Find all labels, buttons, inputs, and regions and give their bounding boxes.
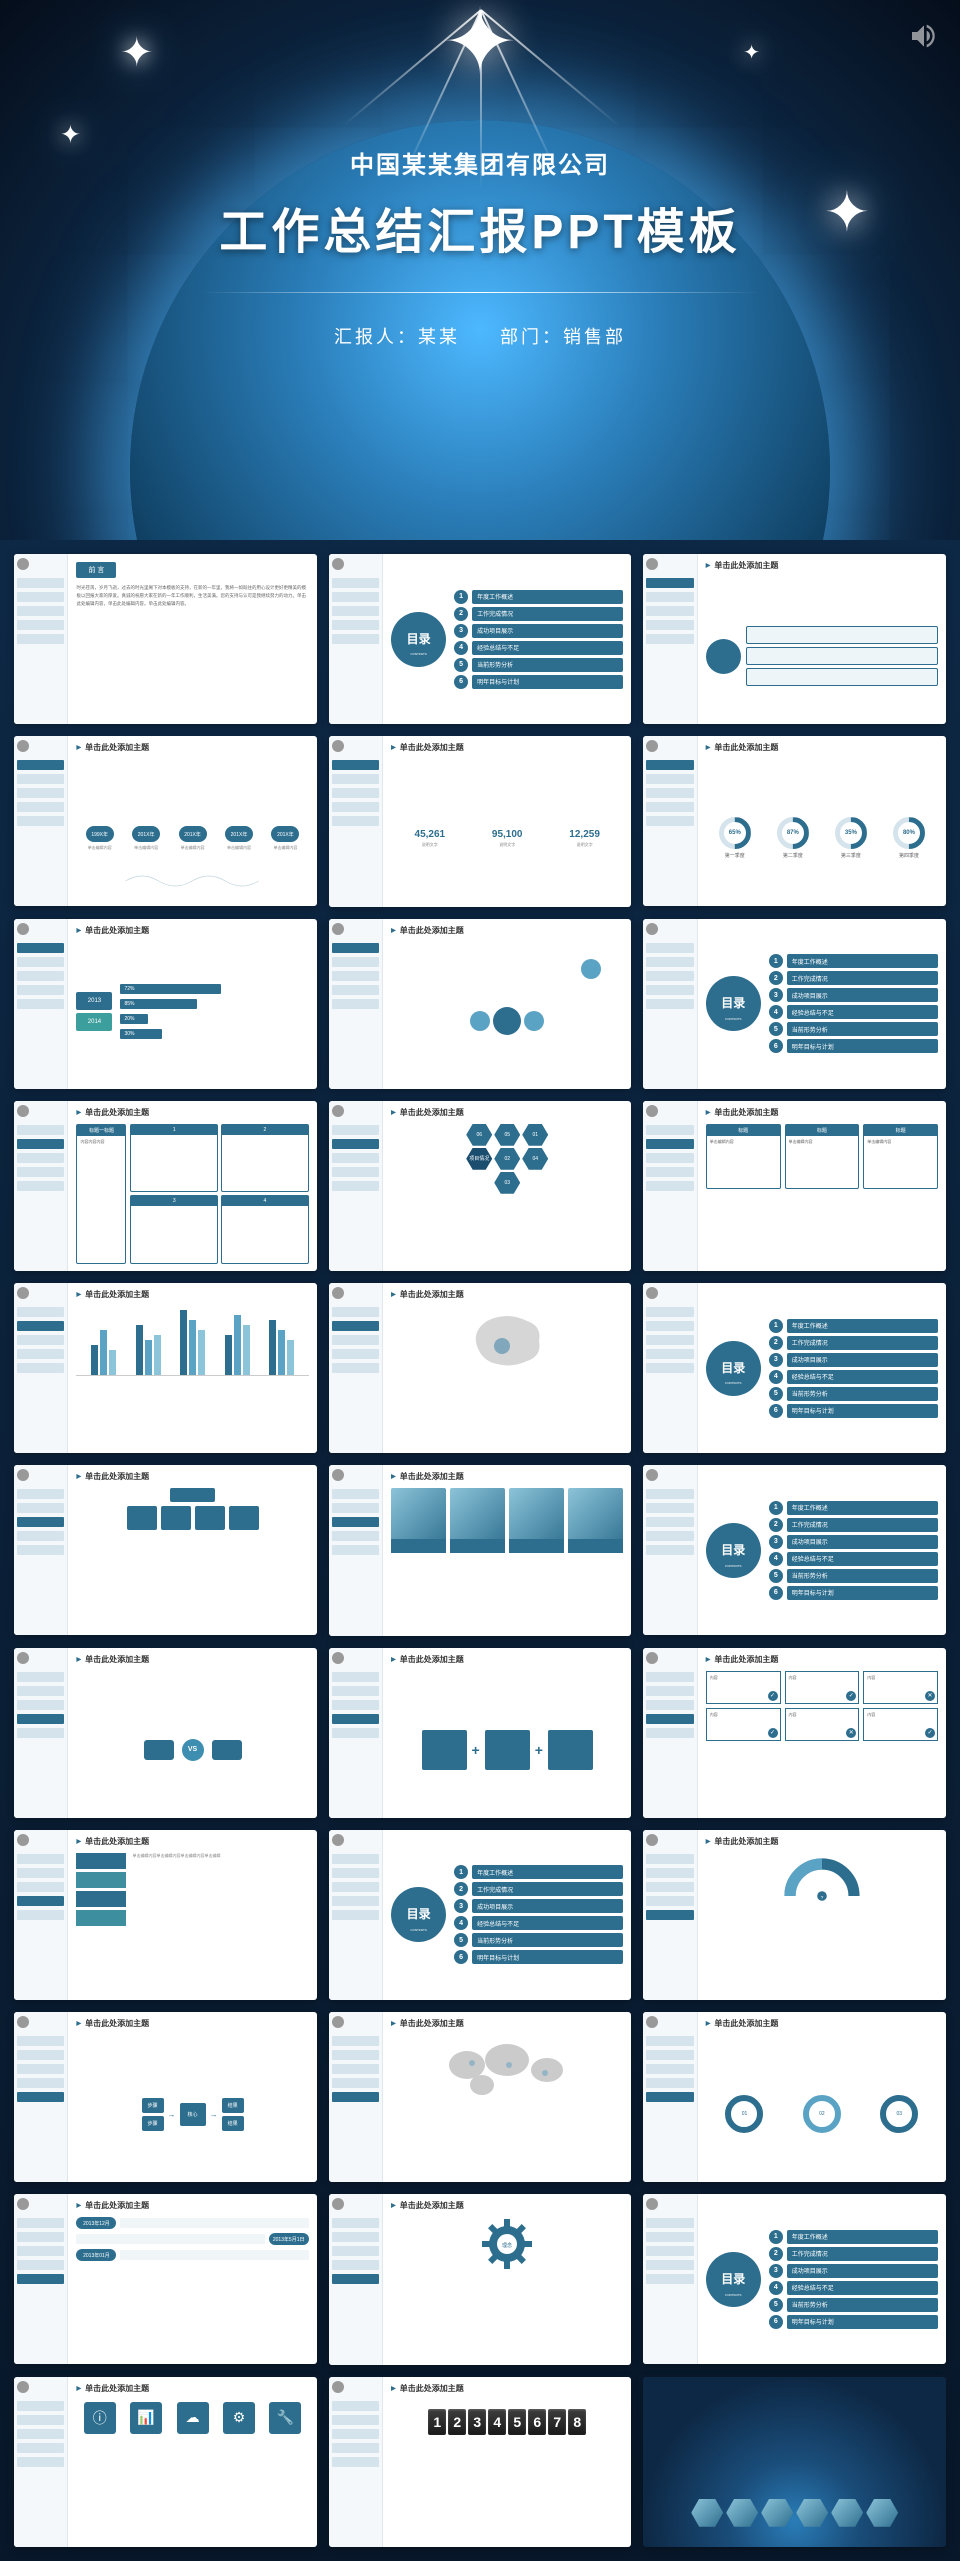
slide-heading: 单击此处添加主题 xyxy=(391,2383,623,2394)
slide-arc[interactable]: 单击此处添加主题 ? xyxy=(643,1830,946,2000)
slide-china-map[interactable]: 单击此处添加主题 xyxy=(329,1283,632,1453)
progress-bars: 72%85%20%30% xyxy=(120,984,259,1039)
flow-circle xyxy=(706,639,741,674)
hexagon-grid: 060501项目情况020403 xyxy=(462,1124,552,1194)
slide-heading: 单击此处添加主题 xyxy=(706,2018,938,2029)
slide-3boxes[interactable]: 单击此处添加主题 标题单击编辑内容 标题单击编辑内容 标题单击编辑内容 xyxy=(643,1101,946,1271)
slide-hexagon[interactable]: 单击此处添加主题 060501项目情况020403 xyxy=(329,1101,632,1271)
info-icon: ⓘ xyxy=(84,2402,116,2434)
toc-list: 1年度工作概述2工作完成情况3成功项目展示4经验总结与不足5当前形势分析6明年目… xyxy=(454,590,623,689)
slide-heading: 单击此处添加主题 xyxy=(706,1836,938,1847)
star-decoration xyxy=(743,40,760,65)
slide-donuts[interactable]: 单击此处添加主题 65%第一季度87%第二季度35%第三季度80%第四季度 xyxy=(643,736,946,906)
slide-flowchart[interactable]: 单击此处添加主题 步骤步骤 → 核心 → 结果结果 xyxy=(14,2012,317,2182)
slide-numbers[interactable]: 单击此处添加主题 45,261说明文字 95,100说明文字 12,259说明文… xyxy=(329,736,632,906)
divider xyxy=(200,292,760,293)
star-decoration xyxy=(120,30,154,76)
slide-steps[interactable]: 单击此处添加主题 单击编辑内容单击编辑内容单击编辑内容单击编辑 xyxy=(14,1830,317,2000)
page-root: 中国某某集团有限公司 工作总结汇报PPT模板 汇报人：某某 部门：销售部 前 言… xyxy=(0,0,960,2561)
meta-info: 汇报人：某某 部门：销售部 xyxy=(0,323,960,349)
slide-heading: 单击此处添加主题 xyxy=(391,1289,623,1300)
slide-toc-6[interactable]: 目录1年度工作概述2工作完成情况3成功项目展示4经验总结与不足5当前形势分析6明… xyxy=(643,2194,946,2364)
world-map xyxy=(437,2035,577,2105)
arc-chart: ? xyxy=(782,1855,862,1905)
tool-icon: 🔧 xyxy=(269,2402,301,2434)
speaker-icon xyxy=(908,20,940,52)
slide-heading: 单击此处添加主题 xyxy=(76,2018,308,2029)
slide-heading: 单击此处添加主题 xyxy=(76,2200,308,2211)
preface-label: 前 言 xyxy=(76,562,116,578)
slide-heading: 单击此处添加主题 xyxy=(76,742,308,753)
slide-heading: 单击此处添加主题 xyxy=(706,560,938,571)
slide-heading: 单击此处添加主题 xyxy=(706,1107,938,1118)
icon-row: ⓘ 📊 ☁ ⚙ 🔧 xyxy=(76,2402,308,2434)
slide-toc-3[interactable]: 目录1年度工作概述2工作完成情况3成功项目展示4经验总结与不足5当前形势分析6明… xyxy=(643,1283,946,1453)
slide-boxes[interactable]: 单击此处添加主题 标题一标题内容内容内容 12 34 xyxy=(14,1101,317,1271)
slide-heading: 单击此处添加主题 xyxy=(706,1654,938,1665)
slide-heading: 单击此处添加主题 xyxy=(76,1836,308,1847)
slide-icons[interactable]: 单击此处添加主题 ⓘ 📊 ☁ ⚙ 🔧 xyxy=(14,2377,317,2547)
slide-progress[interactable]: 单击此处添加主题 2013 2014 72%85%20%30% xyxy=(14,919,317,1089)
slide-preface[interactable]: 前 言 时光荏苒，岁月飞逝，过去的时光里阁下对本模板的支持，在新的一年里，我将一… xyxy=(14,554,317,724)
slide-heading: 单击此处添加主题 xyxy=(391,1654,623,1665)
slide-flow[interactable]: 单击此处添加主题 xyxy=(643,554,946,724)
slide-heading: 单击此处添加主题 xyxy=(391,2018,623,2029)
slide-heading: 单击此处添加主题 xyxy=(76,1654,308,1665)
slide-counter[interactable]: 单击此处添加主题 12345678 xyxy=(329,2377,632,2547)
svg-text:理念: 理念 xyxy=(502,2242,512,2249)
slide-cluster[interactable]: 单击此处添加主题 xyxy=(329,919,632,1089)
slide-timeline2[interactable]: 单击此处添加主题 2013年12月 2013年5月1日 2013年01月 xyxy=(14,2194,317,2364)
slide-plus[interactable]: 单击此处添加主题 ++ xyxy=(329,1648,632,1818)
slide-heading: 单击此处添加主题 xyxy=(391,2200,623,2211)
slide-world-map[interactable]: 单击此处添加主题 xyxy=(329,2012,632,2182)
slides-grid: 前 言 时光荏苒，岁月飞逝，过去的时光里阁下对本模板的支持，在新的一年里，我将一… xyxy=(0,540,960,2561)
bar-chart xyxy=(76,1306,308,1376)
gear-icon: 理念 xyxy=(482,2219,532,2269)
slide-heading: 单击此处添加主题 xyxy=(76,1471,308,1482)
slide-heading: 单击此处添加主题 xyxy=(391,742,623,753)
company-name: 中国某某集团有限公司 xyxy=(0,145,960,180)
toc-circle: 目录 xyxy=(391,612,446,667)
gear-icon: ⚙ xyxy=(223,2402,255,2434)
slide-photos[interactable]: 单击此处添加主题 xyxy=(329,1465,632,1635)
slide-vs[interactable]: 单击此处添加主题 VS xyxy=(14,1648,317,1818)
slide-toc-5[interactable]: 目录1年度工作概述2工作完成情况3成功项目展示4经验总结与不足5当前形势分析6明… xyxy=(329,1830,632,2000)
slide-gear[interactable]: 单击此处添加主题 理念 xyxy=(329,2194,632,2364)
chart-icon: 📊 xyxy=(130,2402,162,2434)
slide-toc-2[interactable]: 目录1年度工作概述2工作完成情况3成功项目展示4经验总结与不足5当前形势分析6明… xyxy=(643,919,946,1089)
preface-text: 时光荏苒，岁月飞逝，过去的时光里阁下对本模板的支持，在新的一年里，我将一如既往的… xyxy=(76,584,308,608)
china-map xyxy=(457,1306,557,1376)
slide-heading: 单击此处添加主题 xyxy=(391,1107,623,1118)
counter-display: 12345678 xyxy=(391,2409,623,2435)
donut-charts: 65%第一季度87%第二季度35%第三季度80%第四季度 xyxy=(706,759,938,906)
slide-grid6[interactable]: 单击此处添加主题 内容✓内容✓内容✕ 内容✓内容✕内容✓ xyxy=(643,1648,946,1818)
slide-heading: 单击此处添加主题 xyxy=(76,2383,308,2394)
slide-end[interactable] xyxy=(643,2377,946,2547)
slide-heading: 单击此处添加主题 xyxy=(391,925,623,936)
main-title: 工作总结汇报PPT模板 xyxy=(0,192,960,262)
svg-text:?: ? xyxy=(821,1895,824,1901)
vs-badge: VS xyxy=(182,1739,204,1761)
cover-slide: 中国某某集团有限公司 工作总结汇报PPT模板 汇报人：某某 部门：销售部 xyxy=(0,0,960,540)
cover-text: 中国某某集团有限公司 工作总结汇报PPT模板 汇报人：某某 部门：销售部 xyxy=(0,145,960,349)
slide-circles3[interactable]: 单击此处添加主题 010203 xyxy=(643,2012,946,2182)
slide-tree[interactable]: 单击此处添加主题 xyxy=(14,1465,317,1635)
slide-toc[interactable]: 目录 1年度工作概述2工作完成情况3成功项目展示4经验总结与不足5当前形势分析6… xyxy=(329,554,632,724)
cloud-icon: ☁ xyxy=(177,2402,209,2434)
slide-timeline[interactable]: 单击此处添加主题 199X年单击编辑内容201X年单击编辑内容201X年单击编辑… xyxy=(14,736,317,906)
slide-toc-4[interactable]: 目录1年度工作概述2工作完成情况3成功项目展示4经验总结与不足5当前形势分析6明… xyxy=(643,1465,946,1635)
slide-heading: 单击此处添加主题 xyxy=(706,742,938,753)
slide-heading: 单击此处添加主题 xyxy=(76,925,308,936)
slide-heading: 单击此处添加主题 xyxy=(76,1289,308,1300)
end-hexagons xyxy=(691,2499,898,2527)
slide-heading: 单击此处添加主题 xyxy=(391,1471,623,1482)
slide-barchart[interactable]: 单击此处添加主题 xyxy=(14,1283,317,1453)
slide-heading: 单击此处添加主题 xyxy=(76,1107,308,1118)
